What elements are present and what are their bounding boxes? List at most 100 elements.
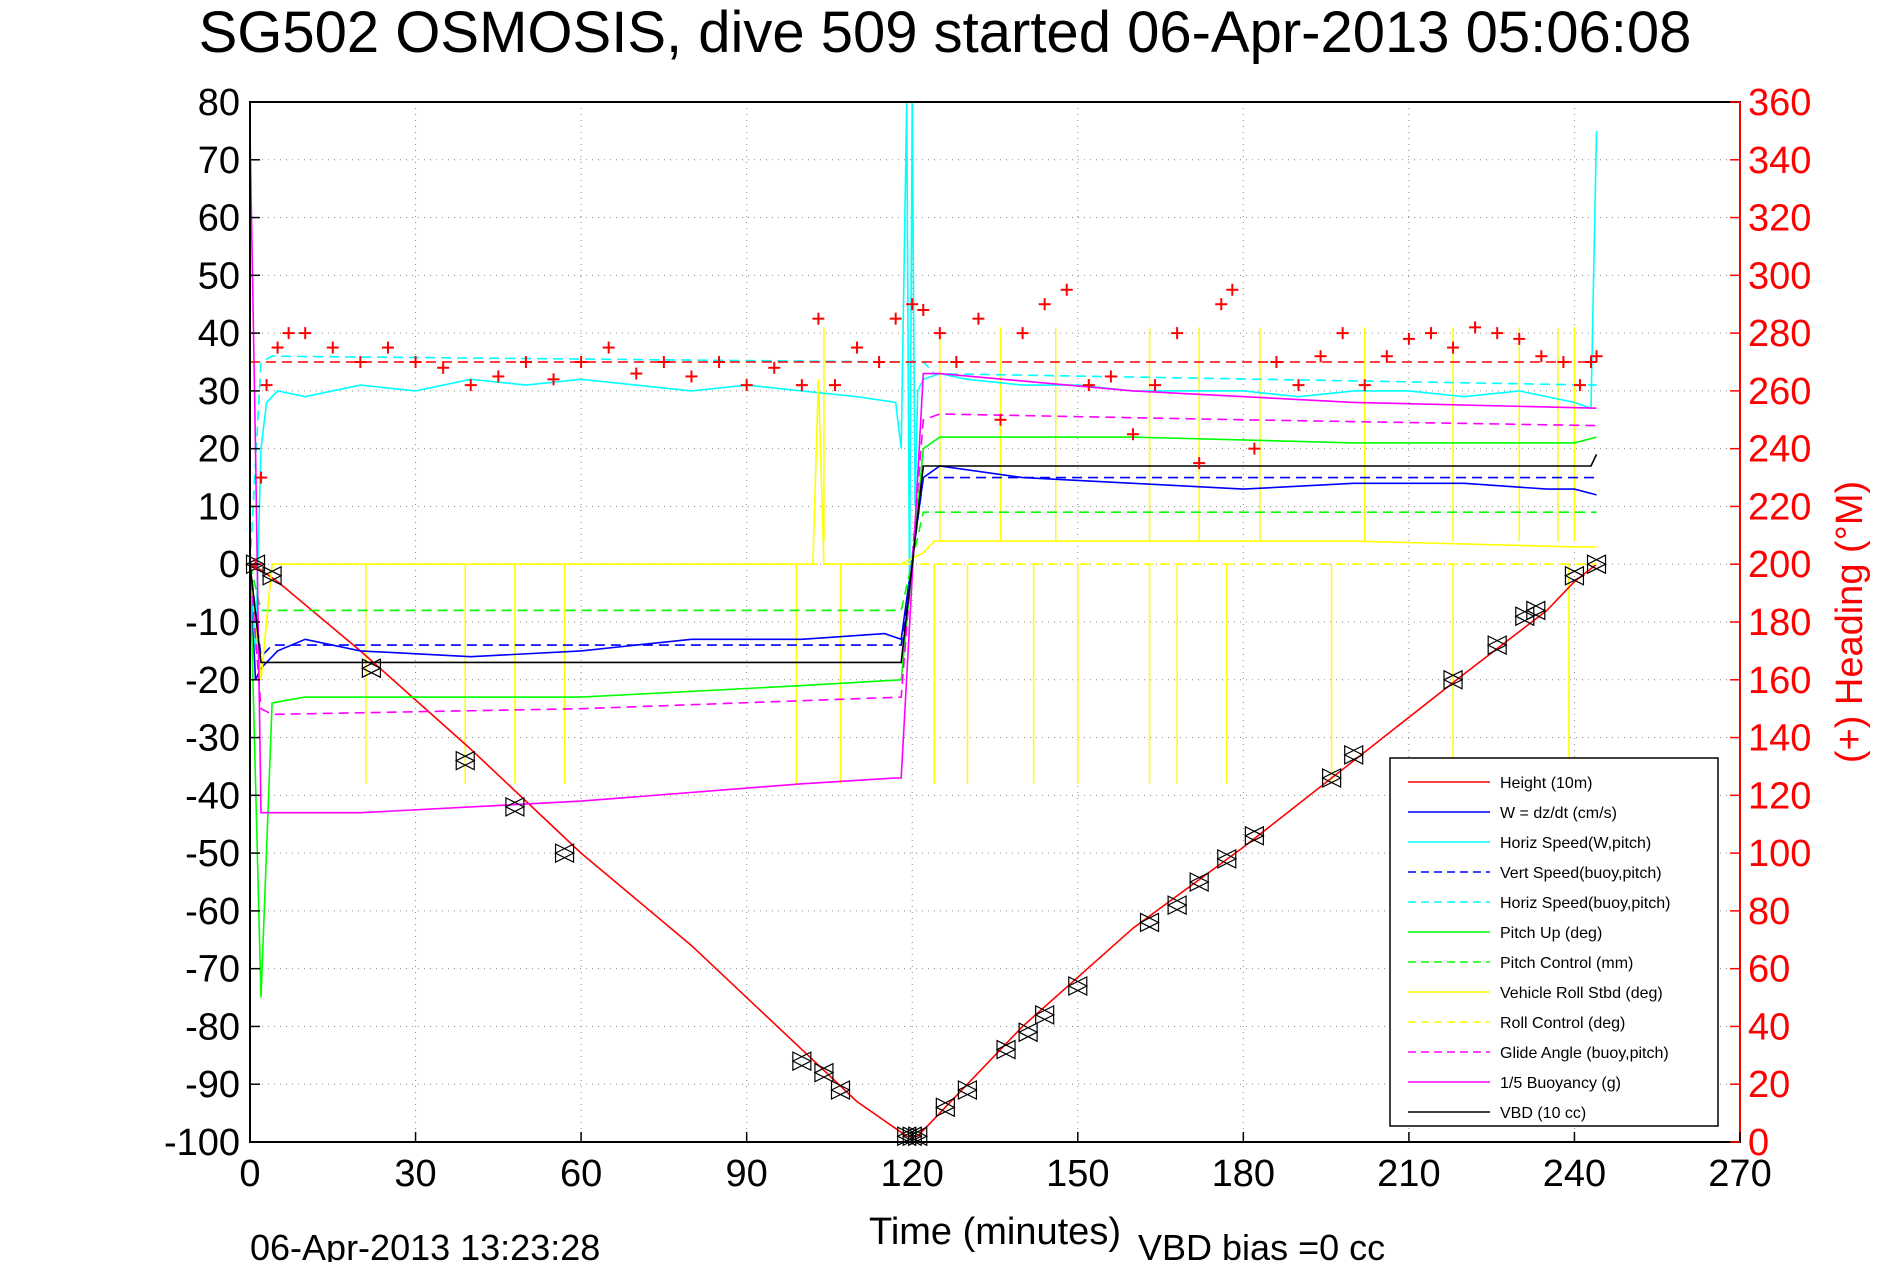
legend-label: Horiz Speed(buoy,pitch): [1500, 895, 1670, 912]
y-tick-label: -90: [185, 1064, 240, 1106]
y-tick-label: 60: [198, 198, 240, 240]
y2-tick-label: 220: [1748, 486, 1811, 528]
legend-label: Vehicle Roll Stbd (deg): [1500, 985, 1663, 1002]
footer-vbd-bias: VBD bias =0 cc: [1138, 1227, 1385, 1262]
x-tick-label: 0: [239, 1153, 260, 1195]
footer-timestamp: 06-Apr-2013 13:23:28: [250, 1227, 600, 1262]
triangle-marker: [813, 1062, 834, 1083]
triangle-marker: [1244, 825, 1264, 846]
y-tick-label: -50: [185, 833, 240, 875]
triangle-marker: [1586, 554, 1607, 575]
y2-tick-label: 40: [1748, 1006, 1790, 1048]
triangle-marker: [957, 1080, 978, 1100]
y-tick-label: -60: [185, 891, 240, 933]
triangle-marker: [1525, 600, 1546, 621]
triangle-marker: [361, 658, 382, 679]
y-tick-label: 40: [198, 313, 240, 355]
triangle-marker: [995, 1039, 1016, 1060]
y-tick-label: -70: [185, 949, 240, 991]
y-tick-label: -20: [185, 660, 240, 702]
x-tick-label: 120: [881, 1153, 944, 1195]
y-tick-label: 50: [198, 255, 240, 297]
x-tick-label: 270: [1708, 1153, 1771, 1195]
legend-label: 1/5 Buoyancy (g): [1500, 1075, 1621, 1092]
x-tick-label: 60: [560, 1153, 602, 1195]
legend-label: Height (10m): [1500, 775, 1592, 792]
y-tick-label: -80: [185, 1006, 240, 1048]
triangle-marker: [1343, 744, 1364, 765]
x-tick-label: 150: [1046, 1153, 1109, 1195]
y2-tick-label: 0: [1748, 1122, 1769, 1164]
y-tick-label: 10: [198, 486, 240, 528]
legend: Height (10m) W = dz/dt (cm/s) Horiz Speed(…: [1389, 757, 1719, 1127]
y-tick-label: -10: [185, 602, 240, 644]
triangle-marker: [934, 1097, 955, 1118]
legend-label: Glide Angle (buoy,pitch): [1500, 1045, 1669, 1062]
y-tick-label: -30: [185, 718, 240, 760]
y-tick-label: -100: [164, 1122, 240, 1164]
legend-label: Horiz Speed(W,pitch): [1500, 835, 1651, 852]
triangle-marker: [1166, 895, 1187, 916]
y-tick-label: 70: [198, 140, 240, 182]
triangle-marker: [1442, 669, 1463, 690]
triangle-marker: [1017, 1022, 1038, 1043]
marker-layer: [245, 283, 1607, 1147]
triangle-marker: [1321, 768, 1342, 788]
series-line-vert_buoy: [249, 476, 1597, 659]
triangle-marker: [1034, 1004, 1055, 1025]
y-tick-label: 0: [219, 544, 240, 586]
triangle-marker: [791, 1051, 812, 1072]
series-line-buoyancy: [249, 130, 1597, 814]
y2-tick-label: 160: [1748, 660, 1811, 702]
y2-tick-label: 320: [1748, 198, 1811, 240]
triangle-marker: [1564, 565, 1585, 586]
series-line-w: [249, 465, 1597, 681]
triangle-marker: [554, 843, 575, 864]
triangle-marker: [1139, 912, 1160, 933]
y2-tick-label: 180: [1748, 602, 1811, 644]
y2-tick-label: 60: [1748, 949, 1790, 991]
y2-tick-label: 260: [1748, 371, 1811, 413]
triangle-marker: [1216, 848, 1237, 869]
y2-tick-label: 340: [1748, 140, 1811, 182]
y2-tick-label: 140: [1748, 718, 1811, 760]
y-tick-label: 20: [198, 429, 240, 471]
triangle-marker: [896, 1126, 917, 1147]
x-axis-ticks: 0 30 60 90 120 150 180 210 240 270: [239, 1132, 1772, 1195]
y2-tick-label: 200: [1748, 544, 1811, 586]
y2-tick-label: 300: [1748, 255, 1811, 297]
series-line-vbd: [249, 454, 1598, 664]
x-tick-label: 210: [1377, 1153, 1440, 1195]
y-axis-ticks: 80 70 60 50 40 30 20 10 0 -10 -20 -30 -40 -50 -60 -70 -8…: [164, 82, 260, 1164]
y-tick-label: 80: [198, 82, 240, 124]
y2-tick-label: 280: [1748, 313, 1811, 355]
y2-axis-label: (+) Heading (°M): [1829, 481, 1871, 763]
x-tick-label: 180: [1212, 1153, 1275, 1195]
y2-tick-label: 20: [1748, 1064, 1790, 1106]
triangle-marker: [504, 796, 525, 817]
series-line-pitch_up: [249, 436, 1597, 998]
triangle-marker: [261, 565, 282, 586]
x-tick-label: 240: [1543, 1153, 1606, 1195]
y-tick-label: 30: [198, 371, 240, 413]
x-axis-label: Time (minutes): [869, 1211, 1121, 1253]
triangle-marker: [1188, 872, 1209, 892]
y2-tick-label: 120: [1748, 775, 1811, 817]
y2-tick-label: 100: [1748, 833, 1811, 875]
y2-axis-ticks: 3603403203002802602402202001801601401201…: [1730, 82, 1811, 1164]
triangle-marker: [454, 750, 475, 771]
y2-tick-label: 360: [1748, 82, 1811, 124]
y2-tick-label: 240: [1748, 429, 1811, 471]
series-line-glide_angle: [249, 413, 1597, 716]
y2-tick-label: 80: [1748, 891, 1790, 933]
legend-label: Pitch Control (mm): [1500, 955, 1633, 972]
legend-box: [1389, 757, 1719, 1127]
triangle-marker: [1067, 976, 1088, 996]
x-tick-label: 30: [394, 1153, 436, 1195]
series-line-roll_control: [249, 563, 1597, 680]
legend-label: Pitch Up (deg): [1500, 925, 1602, 942]
triangle-marker: [1486, 635, 1507, 656]
chart-title: SG502 OSMOSIS, dive 509 started 06-Apr-2…: [199, 0, 1692, 65]
legend-label: Vert Speed(buoy,pitch): [1500, 865, 1662, 882]
legend-label: Roll Control (deg): [1500, 1015, 1625, 1032]
